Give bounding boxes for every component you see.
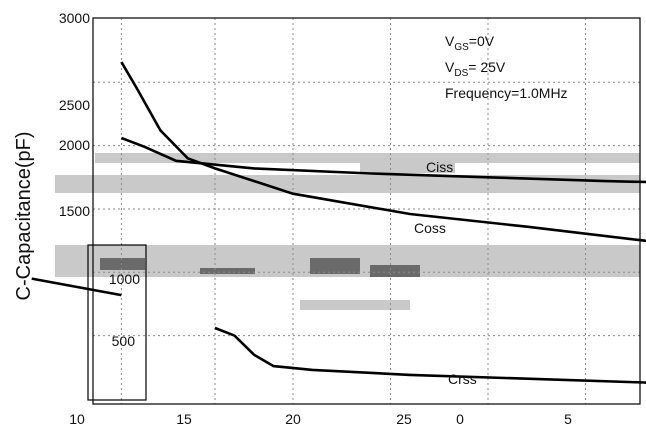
- artifact-band: [360, 153, 455, 173]
- x-tick-label: 5: [564, 411, 572, 427]
- series-label-coss: Coss: [414, 220, 446, 236]
- series-line-crss-segment: [214, 326, 646, 384]
- artifact-band-dark: [370, 265, 420, 277]
- series-label-ciss: Ciss: [426, 159, 453, 175]
- condition-vds-prefix: V: [445, 59, 455, 75]
- plot-grid: [93, 18, 640, 404]
- series-line-coss: [120, 61, 646, 243]
- y-tick-label: 500: [112, 333, 136, 349]
- condition-vgs-suffix: =0V: [469, 33, 495, 49]
- plot-frame: [92, 17, 641, 405]
- y-tick-label: 2500: [59, 97, 90, 113]
- series-curves: [31, 61, 646, 384]
- y-tick-label: 2000: [59, 137, 90, 153]
- condition-vgs: VGS=0V: [445, 33, 495, 53]
- artifact-band-dark: [100, 258, 145, 270]
- artifact-band: [300, 300, 410, 310]
- scan-artifact-bands: [55, 153, 640, 310]
- condition-vgs-prefix: V: [445, 33, 455, 49]
- condition-vds-suffix: = 25V: [468, 59, 506, 75]
- condition-vds-sub: DS: [454, 68, 468, 79]
- y-tick-labels: 500 1000 1500 2000 2500 3000: [59, 10, 140, 349]
- test-conditions: VGS=0V VDS= 25V Frequency=1.0MHz: [445, 33, 568, 101]
- x-tick-label: 20: [285, 411, 301, 427]
- y-tick-label: 1000: [109, 271, 140, 287]
- inset-frame-left: [87, 244, 147, 401]
- artifact-band-dark: [310, 258, 360, 274]
- x-tick-labels: 10 15 20 25 0 5: [69, 411, 572, 427]
- condition-vds: VDS= 25V: [445, 59, 506, 79]
- series-line-crss: [31, 277, 122, 297]
- series-label-crss: Crss: [448, 371, 477, 387]
- x-tick-label: 0: [456, 411, 464, 427]
- x-tick-label: 10: [69, 411, 85, 427]
- artifact-band-dark: [200, 268, 255, 274]
- artifact-band: [55, 175, 640, 193]
- condition-vgs-sub: GS: [454, 42, 469, 53]
- x-tick-label: 25: [396, 411, 412, 427]
- series-line-ciss: [120, 136, 646, 184]
- y-tick-label: 1500: [59, 203, 90, 219]
- condition-frequency: Frequency=1.0MHz: [445, 85, 568, 101]
- x-tick-label: 15: [176, 411, 192, 427]
- y-tick-label: 3000: [59, 10, 90, 26]
- y-axis-label: C-Capacitance(pF): [13, 132, 35, 301]
